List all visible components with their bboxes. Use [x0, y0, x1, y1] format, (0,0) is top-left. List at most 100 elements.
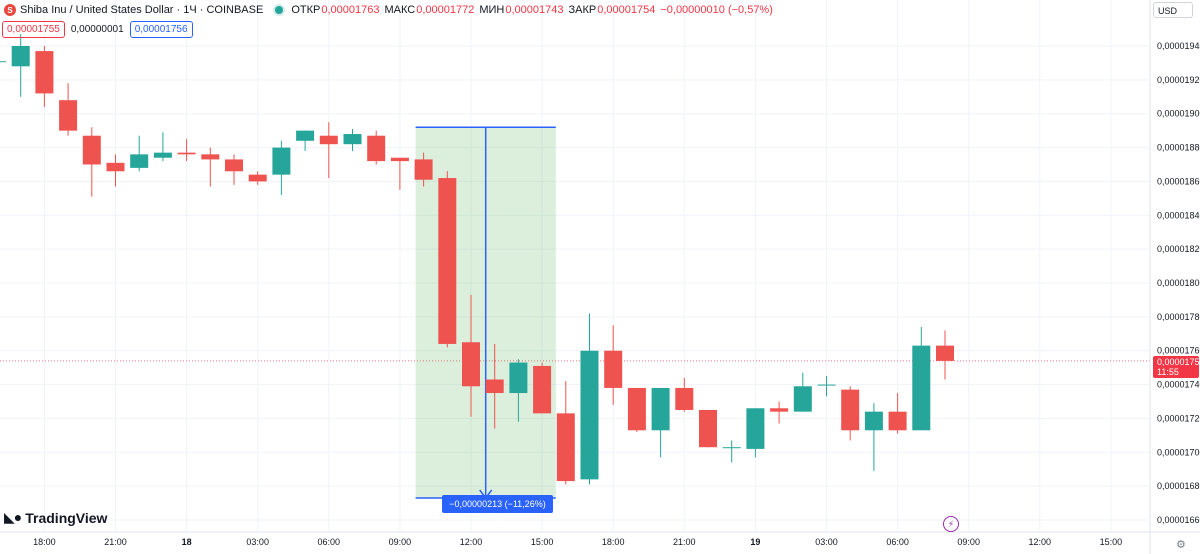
spread-value: 0,00000001 — [70, 24, 124, 35]
symbol-legend: S Shiba Inu / United States Dollar · 1Ч … — [4, 2, 778, 18]
change-value: −0,00000010 (−0,57%) — [660, 4, 773, 16]
y-tick-label: 0,00001780 — [1157, 312, 1200, 322]
y-tick-label: 0,00001660 — [1157, 515, 1200, 525]
candle-down — [82, 135, 101, 165]
open-value: 0,00001763 — [321, 4, 380, 16]
y-tick-label: 0,00001740 — [1157, 380, 1200, 390]
open-label: ОТКР — [291, 4, 321, 16]
tradingview-logo-icon: ◣● — [4, 509, 22, 525]
candle-down — [414, 159, 433, 180]
candle-down — [888, 411, 907, 431]
candle-up — [817, 384, 836, 386]
candle-down — [59, 100, 78, 131]
close-label: ЗАКР — [568, 4, 597, 16]
y-tick-label: 0,00001940 — [1157, 41, 1200, 51]
candle-down — [438, 178, 457, 344]
candle-down — [699, 409, 717, 448]
candle-up — [343, 134, 362, 145]
candle-down — [367, 135, 386, 162]
candle-down — [627, 387, 646, 431]
y-tick-label: 0,00001920 — [1157, 75, 1200, 85]
measure-result-label: −0,00000213 (−11,26%) −213 — [442, 495, 553, 527]
y-tick-label: 0,00001820 — [1157, 244, 1200, 254]
chart-grid — [0, 0, 1150, 532]
candle-up — [746, 408, 765, 449]
low-label: МИН — [479, 4, 505, 16]
candle-up — [11, 46, 30, 67]
x-tick-label: 21:00 — [104, 537, 127, 547]
candle-down — [319, 135, 338, 145]
candle-down — [770, 408, 789, 412]
x-tick-label: 18 — [182, 537, 192, 547]
last-price-tag: 0,00001754 11:55 — [1153, 356, 1200, 378]
candle-down — [177, 152, 196, 155]
tradingview-logo[interactable]: ◣● TradingView — [4, 509, 107, 526]
x-tick-label: 09:00 — [957, 537, 980, 547]
candle-up — [722, 447, 741, 449]
candle-up — [793, 386, 812, 412]
x-tick-label: 15:00 — [531, 537, 554, 547]
x-tick-label: 15:00 — [1100, 537, 1123, 547]
candle-series — [0, 34, 954, 485]
candle-down — [936, 345, 954, 361]
candle-up — [580, 350, 599, 480]
y-tick-label: 0,00001680 — [1157, 481, 1200, 491]
x-tick-label: 03:00 — [246, 537, 269, 547]
candle-down — [225, 159, 243, 172]
candle-down — [841, 389, 860, 431]
buy-price-button[interactable]: 0,00001756 — [129, 21, 193, 38]
y-tick-label: 0,00001720 — [1157, 413, 1200, 423]
candle-up — [130, 154, 149, 168]
y-tick-label: 0,00001880 — [1157, 143, 1200, 153]
x-tick-label: 03:00 — [815, 537, 838, 547]
x-tick-label: 06:00 — [318, 537, 341, 547]
candle-up — [0, 61, 6, 63]
bar-countdown: 11:55 — [1157, 367, 1179, 377]
candle-down — [604, 350, 623, 388]
x-tick-label: 09:00 — [389, 537, 412, 547]
candle-down — [556, 413, 575, 482]
y-tick-label: 0,00001860 — [1157, 176, 1200, 186]
x-tick-label: 18:00 — [33, 537, 56, 547]
candle-up — [864, 411, 883, 431]
x-tick-label: 21:00 — [673, 537, 696, 547]
shiba-inu-logo-icon: S — [4, 4, 16, 16]
candle-down — [485, 379, 504, 394]
low-value: 0,00001743 — [505, 4, 564, 16]
market-status-icon — [275, 6, 284, 14]
x-tick-label: 06:00 — [886, 537, 909, 547]
candle-down — [675, 387, 694, 410]
high-value: 0,00001772 — [416, 4, 475, 16]
candle-down — [533, 365, 552, 414]
bid-ask-panel: 0,00001755 0,00000001 0,00001756 — [2, 21, 193, 38]
price-range-measure — [415, 126, 556, 500]
high-label: МАКС — [384, 4, 416, 16]
candle-up — [272, 147, 291, 175]
sell-price-button[interactable]: 0,00001755 — [2, 21, 65, 38]
candle-up — [651, 387, 670, 431]
y-tick-label: 0,00001800 — [1157, 278, 1200, 288]
gear-icon[interactable]: ⚙ — [1176, 539, 1186, 551]
candle-down — [201, 154, 220, 160]
candle-up — [153, 152, 172, 158]
y-tick-label: 0,00001840 — [1157, 210, 1200, 220]
close-value: 0,00001754 — [597, 4, 656, 16]
candle-down — [462, 342, 480, 387]
y-tick-label: 0,00001900 — [1157, 109, 1200, 119]
candle-down — [106, 162, 125, 172]
x-tick-label: 19 — [750, 537, 760, 547]
candle-down — [35, 51, 54, 94]
candle-down — [248, 174, 267, 182]
candle-up — [296, 130, 315, 141]
y-tick-label: 0,00001700 — [1157, 447, 1200, 457]
lightning-icon[interactable]: ⚡ — [943, 516, 959, 532]
y-tick-label: 0,00001760 — [1157, 346, 1200, 356]
symbol-title[interactable]: Shiba Inu / United States Dollar · 1Ч · … — [20, 4, 264, 16]
currency-button[interactable]: USD — [1153, 2, 1193, 18]
candle-up — [509, 362, 528, 394]
x-tick-label: 12:00 — [1029, 537, 1052, 547]
last-price-value: 0,00001754 — [1157, 357, 1200, 367]
candle-up — [912, 345, 931, 431]
